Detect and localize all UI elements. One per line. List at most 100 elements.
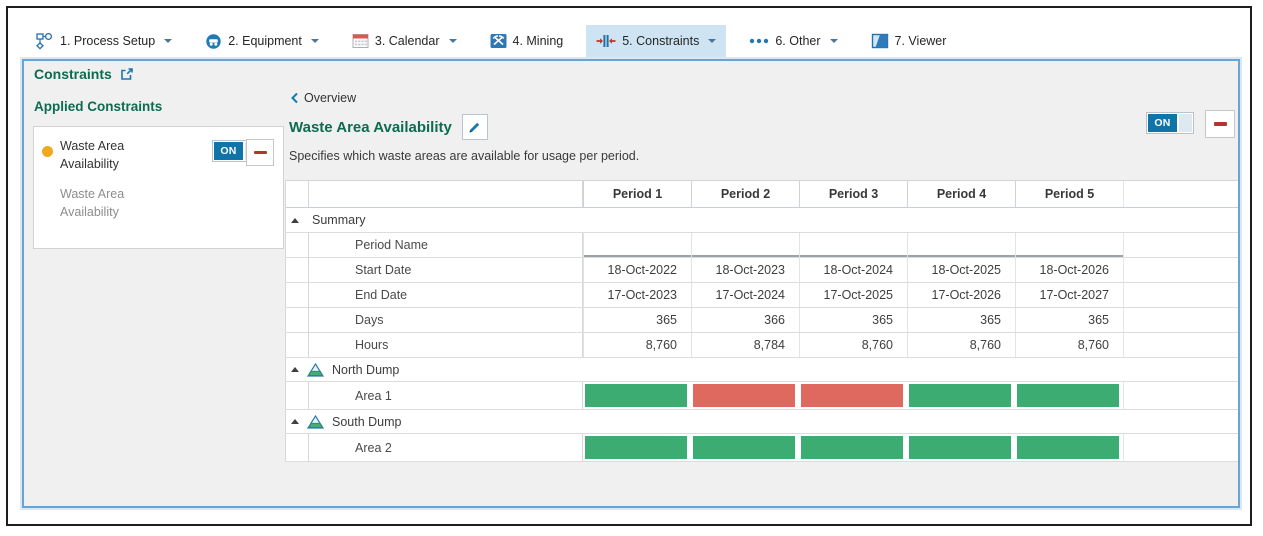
period-name-input[interactable]: [1015, 233, 1123, 257]
header-trailing-cell: [1123, 181, 1238, 207]
mining-icon: [490, 33, 507, 49]
availability-cell[interactable]: [583, 434, 691, 461]
available-fill: [909, 384, 1011, 407]
availability-cell[interactable]: [691, 434, 799, 461]
row-gutter-cell: [286, 258, 308, 282]
period-header: Period 3: [799, 181, 907, 207]
availability-cell[interactable]: [1015, 434, 1123, 461]
tab-2-equipment[interactable]: 2. Equipment: [195, 25, 329, 58]
back-to-overview-link[interactable]: Overview: [290, 91, 356, 105]
availability-cell[interactable]: [583, 382, 691, 409]
row-gutter-cell: [286, 434, 308, 461]
constraint-card-subtitle: Waste Area Availability: [60, 187, 125, 220]
tab-1-process-setup[interactable]: 1. Process Setup: [26, 25, 182, 58]
period-name-input[interactable]: [691, 233, 799, 257]
tab-3-calendar[interactable]: 3. Calendar: [342, 25, 467, 57]
group-label: South Dump: [332, 414, 402, 429]
constraints-icon: [596, 33, 616, 49]
group-row-north-dump[interactable]: North Dump: [286, 358, 1238, 382]
trailing-cell: [1123, 233, 1238, 257]
availability-cell[interactable]: [799, 382, 907, 409]
available-fill: [1017, 436, 1119, 459]
value-cell: 8,784: [691, 333, 799, 357]
sidebar-title: Constraints: [34, 66, 112, 82]
toggle-on-label: ON: [1148, 114, 1177, 132]
table-row-start-date: Start Date 18-Oct-2022 18-Oct-2023 18-Oct-2…: [286, 258, 1238, 283]
trailing-cell: [1123, 308, 1238, 332]
collapse-icon[interactable]: [291, 217, 299, 223]
value-cell: 18-Oct-2025: [907, 258, 1015, 282]
trailing-cell: [1123, 382, 1238, 409]
header-label-cell: [308, 181, 583, 207]
value-cell: 18-Oct-2023: [691, 258, 799, 282]
availability-cell[interactable]: [907, 382, 1015, 409]
chevron-down-icon: [829, 39, 838, 43]
period-name-input[interactable]: [907, 233, 1015, 257]
tab-4-mining[interactable]: 4. Mining: [480, 25, 574, 57]
viewer-icon: [871, 33, 889, 49]
constraint-enabled-toggle[interactable]: ON: [1146, 112, 1194, 134]
tab-label: 2. Equipment: [228, 34, 302, 48]
remove-constraint-button[interactable]: [246, 139, 274, 166]
open-external-icon[interactable]: [119, 67, 134, 82]
table-row-end-date: End Date 17-Oct-2023 17-Oct-2024 17-Oct-202…: [286, 283, 1238, 308]
tab-7-viewer[interactable]: 7. Viewer: [861, 25, 957, 57]
value-cell: 365: [1015, 308, 1123, 332]
chevron-down-icon: [164, 39, 173, 43]
period-name-input[interactable]: [799, 233, 907, 257]
tab-label: 7. Viewer: [894, 34, 947, 48]
tab-label: 6. Other: [775, 34, 821, 48]
value-cell: 365: [907, 308, 1015, 332]
tab-label: 4. Mining: [512, 34, 564, 48]
availability-cell[interactable]: [691, 382, 799, 409]
dump-icon: [307, 414, 324, 429]
value-cell: 8,760: [907, 333, 1015, 357]
minus-icon: [1213, 122, 1227, 126]
row-label: Start Date: [308, 258, 583, 282]
edit-title-button[interactable]: [461, 114, 488, 140]
value-cell: 17-Oct-2024: [691, 283, 799, 307]
value-cell: 17-Oct-2027: [1015, 283, 1123, 307]
row-gutter-cell: [286, 233, 308, 257]
trailing-cell: [1123, 434, 1238, 461]
unavailable-fill: [693, 384, 795, 407]
unavailable-fill: [801, 384, 903, 407]
value-cell: 365: [583, 308, 691, 332]
trailing-cell: [1123, 283, 1238, 307]
collapse-icon[interactable]: [291, 419, 299, 424]
area-label: Area 2: [308, 434, 583, 461]
value-cell: 8,760: [799, 333, 907, 357]
tab-5-constraints[interactable]: 5. Constraints: [586, 25, 727, 57]
group-label: Summary: [312, 213, 366, 227]
group-row-summary[interactable]: Summary: [286, 208, 1238, 233]
group-label: North Dump: [332, 362, 400, 377]
toggle-knob: [1179, 114, 1192, 132]
ribbon-toolbar: 1. Process Setup 2. Equipment 3. Calendar 4…: [26, 23, 956, 59]
period-header: Period 5: [1015, 181, 1123, 207]
other-icon: [749, 36, 769, 46]
value-cell: 18-Oct-2022: [583, 258, 691, 282]
calendar-icon: [352, 33, 369, 49]
period-name-input[interactable]: [583, 233, 691, 257]
area-row-area-2: Area 2: [286, 434, 1238, 462]
group-row-south-dump[interactable]: South Dump: [286, 410, 1238, 434]
period-header: Period 1: [583, 181, 691, 207]
availability-cell[interactable]: [799, 434, 907, 461]
value-cell: 366: [691, 308, 799, 332]
availability-cell[interactable]: [907, 434, 1015, 461]
status-dot: [42, 146, 53, 157]
value-cell: 8,760: [1015, 333, 1123, 357]
remove-constraint-button-main[interactable]: [1205, 110, 1235, 138]
available-fill: [585, 384, 687, 407]
chevron-down-icon: [448, 39, 457, 43]
value-cell: 18-Oct-2026: [1015, 258, 1123, 282]
row-label: End Date: [308, 283, 583, 307]
value-cell: 17-Oct-2026: [907, 283, 1015, 307]
constraint-card[interactable]: Waste Area Availability ON Waste Area Av…: [33, 126, 284, 249]
collapse-icon[interactable]: [291, 367, 299, 372]
tab-6-other[interactable]: 6. Other: [739, 26, 847, 56]
constraint-description: Specifies which waste areas are availabl…: [289, 149, 640, 163]
row-gutter-cell: [286, 283, 308, 307]
chevron-down-icon: [708, 39, 717, 43]
availability-cell[interactable]: [1015, 382, 1123, 409]
